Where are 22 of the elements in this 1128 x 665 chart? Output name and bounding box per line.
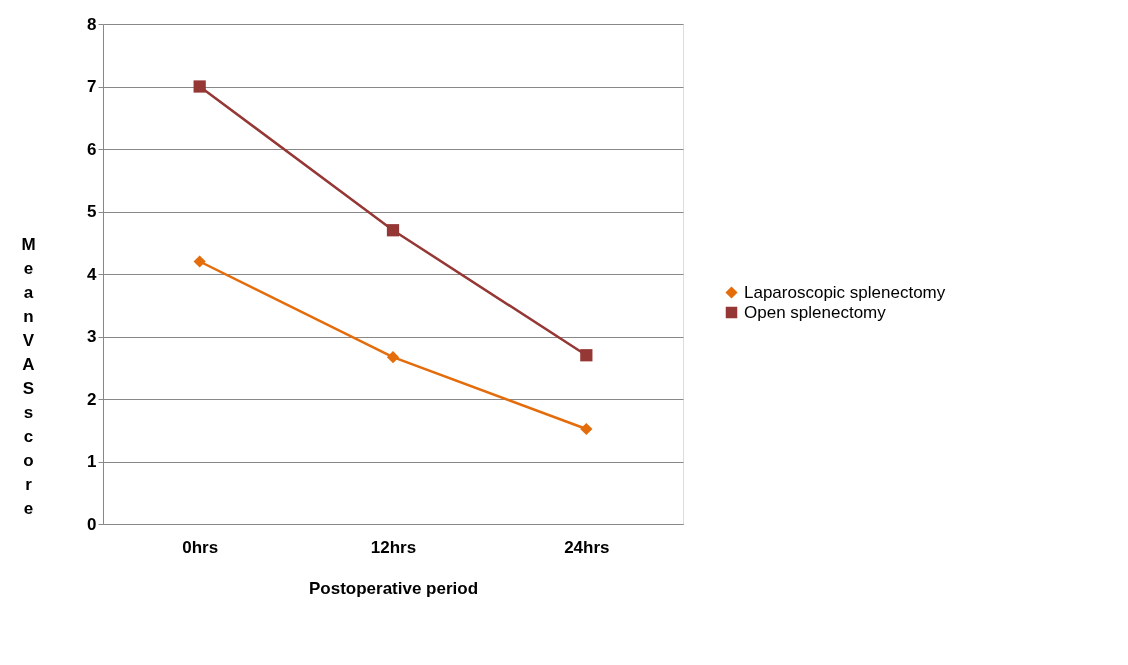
text: Mean VAS score <box>21 234 36 518</box>
y-tick-label: 5 <box>87 202 97 221</box>
y-tick-label: 1 <box>87 452 97 471</box>
point <box>386 351 400 364</box>
x-tick-label: 0hrs <box>182 537 219 557</box>
legend-label: Laparoscopic splenectomy <box>744 282 946 302</box>
point <box>193 255 206 268</box>
y-tick-label: 7 <box>87 77 97 96</box>
x-axis-title: Postoperative period <box>308 578 479 598</box>
point <box>386 224 400 237</box>
y-tick-label: 0 <box>87 514 97 534</box>
point <box>580 422 593 436</box>
legend-label: Open splenectomy <box>744 302 887 322</box>
y-tick-label: 4 <box>87 264 98 284</box>
y-tick-label: 3 <box>87 327 97 346</box>
y-tick-label: 2 <box>87 389 97 409</box>
point <box>193 80 206 93</box>
point <box>580 349 593 362</box>
x-tick-label: 24hrs <box>564 537 610 557</box>
y-tick-label: 6 <box>87 139 97 159</box>
x-tick-label: 12hrs <box>370 537 417 557</box>
y-tick-label: 8 <box>87 14 97 34</box>
